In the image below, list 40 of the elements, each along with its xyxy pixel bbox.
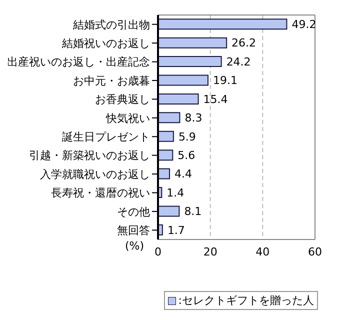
- x-axis-title: (%): [124, 239, 144, 252]
- legend-label: :セレクトギフトを贈った人: [177, 293, 314, 308]
- bar: [158, 112, 180, 124]
- y-tick-label: 長寿祝・還暦の祝い: [51, 186, 150, 200]
- data-label: 1.7: [167, 224, 185, 237]
- bar: [158, 74, 208, 86]
- data-label: 8.3: [184, 112, 202, 125]
- x-tick-label: 0: [154, 245, 162, 258]
- y-tick-label: 入学就職祝いのお返し: [40, 168, 150, 181]
- bar: [158, 168, 170, 180]
- bar: [158, 130, 174, 142]
- data-label: 4.4: [174, 168, 192, 181]
- bar: [158, 56, 222, 68]
- data-label: 24.2: [226, 55, 251, 68]
- bar: [158, 18, 288, 30]
- y-tick-label: 誕生日プレゼント: [62, 130, 150, 144]
- data-label: 15.4: [203, 92, 228, 106]
- y-tick-label: 結婚祝いのお返し: [61, 36, 150, 50]
- bar: [158, 93, 199, 104]
- data-label: 5.6: [178, 148, 196, 162]
- y-tick-label: 引越・新築祝いのお返し: [29, 149, 150, 162]
- data-label: 8.1: [184, 205, 202, 218]
- data-label: 49.2: [292, 18, 316, 32]
- y-tick-label: その他: [117, 205, 150, 218]
- x-tick-label: 40: [256, 245, 270, 258]
- y-tick-label: お香典返し: [95, 93, 150, 106]
- y-tick-label: お中元・お歳暮: [73, 74, 150, 88]
- bar: [158, 206, 180, 217]
- data-label: 19.1: [212, 74, 238, 88]
- data-label: 26.2: [232, 36, 256, 50]
- y-tick-label: 出産祝いのお返し・出産記念: [7, 56, 150, 69]
- bar: [158, 150, 174, 161]
- x-tick-label: 20: [203, 245, 218, 258]
- x-tick-label: 60: [308, 245, 322, 258]
- bar: [158, 37, 228, 48]
- y-tick-label: 結婚式の引出物: [72, 18, 150, 32]
- y-tick-label: 無回答: [117, 224, 150, 238]
- data-label: 5.9: [178, 130, 196, 144]
- y-tick-label: 快気祝い: [105, 112, 150, 125]
- data-label: 1.4: [166, 186, 184, 200]
